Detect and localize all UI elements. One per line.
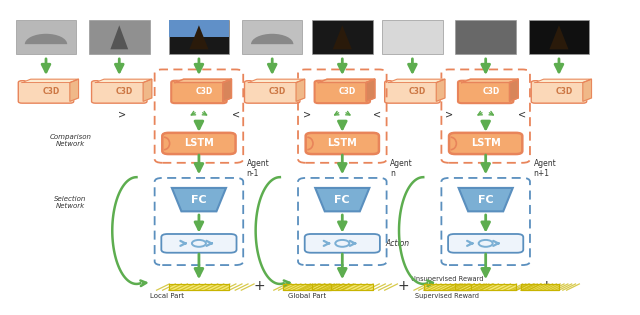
Bar <box>169 284 229 290</box>
Text: C3D: C3D <box>116 88 133 96</box>
FancyBboxPatch shape <box>172 81 227 103</box>
FancyBboxPatch shape <box>163 133 236 154</box>
Text: LSTM: LSTM <box>328 139 357 148</box>
Text: Action: Action <box>386 239 410 248</box>
Bar <box>169 284 229 290</box>
Bar <box>521 284 559 290</box>
FancyBboxPatch shape <box>448 234 524 253</box>
Text: C3D: C3D <box>195 88 212 96</box>
Text: <: < <box>518 110 526 120</box>
Bar <box>169 20 229 54</box>
Text: +: + <box>253 279 265 294</box>
Polygon shape <box>366 79 375 101</box>
Polygon shape <box>549 25 568 49</box>
Text: FC: FC <box>191 195 207 205</box>
Bar <box>242 20 303 54</box>
Polygon shape <box>22 79 79 83</box>
Polygon shape <box>110 25 128 49</box>
Bar <box>382 20 443 54</box>
Text: Agent
n+1: Agent n+1 <box>534 159 556 178</box>
Polygon shape <box>319 79 375 83</box>
Text: >: > <box>445 110 453 120</box>
FancyBboxPatch shape <box>315 81 370 103</box>
Text: C3D: C3D <box>269 88 286 96</box>
Polygon shape <box>459 188 513 211</box>
Text: >: > <box>303 110 311 120</box>
Polygon shape <box>333 25 352 49</box>
FancyBboxPatch shape <box>19 81 74 103</box>
Text: FC: FC <box>478 195 493 205</box>
Text: Agent
n: Agent n <box>390 159 413 178</box>
FancyBboxPatch shape <box>385 81 440 103</box>
FancyBboxPatch shape <box>449 133 522 154</box>
Polygon shape <box>70 79 79 101</box>
Bar <box>529 20 589 54</box>
Text: Comparison
Network: Comparison Network <box>49 134 92 147</box>
Polygon shape <box>583 79 591 101</box>
Text: FC: FC <box>335 195 350 205</box>
Text: C3D: C3D <box>409 88 426 96</box>
Polygon shape <box>223 79 232 101</box>
FancyBboxPatch shape <box>161 234 237 253</box>
Text: LSTM: LSTM <box>184 139 214 148</box>
Text: +: + <box>397 279 409 294</box>
Text: Global Part: Global Part <box>288 293 326 299</box>
Bar <box>424 284 471 290</box>
Text: Local Part: Local Part <box>150 293 184 299</box>
Polygon shape <box>189 25 209 49</box>
Bar <box>456 20 516 54</box>
Text: Agent
n-1: Agent n-1 <box>246 159 269 178</box>
Polygon shape <box>535 79 591 83</box>
FancyBboxPatch shape <box>458 81 513 103</box>
Text: <: < <box>232 110 239 120</box>
Polygon shape <box>316 188 369 211</box>
Text: +: + <box>540 279 552 294</box>
Polygon shape <box>436 79 445 101</box>
Polygon shape <box>462 79 518 83</box>
Bar <box>312 20 372 54</box>
FancyBboxPatch shape <box>244 81 300 103</box>
FancyBboxPatch shape <box>92 81 147 103</box>
Bar <box>284 284 331 290</box>
Text: >: > <box>118 110 127 120</box>
Bar <box>284 284 331 290</box>
FancyBboxPatch shape <box>305 234 380 253</box>
Wedge shape <box>251 34 293 44</box>
Text: Supervised Reward: Supervised Reward <box>415 293 479 299</box>
Text: Selection
Network: Selection Network <box>54 196 86 209</box>
Bar <box>16 20 76 54</box>
Polygon shape <box>95 79 152 83</box>
Polygon shape <box>509 79 518 101</box>
Polygon shape <box>175 79 232 83</box>
Bar <box>312 284 372 290</box>
Bar <box>312 284 372 290</box>
Text: LSTM: LSTM <box>471 139 500 148</box>
Bar <box>456 284 516 290</box>
Text: C3D: C3D <box>42 88 60 96</box>
FancyBboxPatch shape <box>306 133 379 154</box>
Bar <box>521 284 559 290</box>
Polygon shape <box>388 79 445 83</box>
Bar <box>456 284 516 290</box>
Polygon shape <box>248 79 305 83</box>
Bar <box>89 20 150 54</box>
Wedge shape <box>25 34 67 44</box>
Text: C3D: C3D <box>556 88 573 96</box>
Text: Unsupervised Reward: Unsupervised Reward <box>411 276 484 282</box>
Bar <box>169 20 229 37</box>
Polygon shape <box>296 79 305 101</box>
Text: C3D: C3D <box>482 88 499 96</box>
Bar <box>424 284 471 290</box>
FancyBboxPatch shape <box>531 81 587 103</box>
Text: <: < <box>373 110 381 120</box>
Polygon shape <box>143 79 152 101</box>
Polygon shape <box>172 188 226 211</box>
Text: C3D: C3D <box>339 88 356 96</box>
